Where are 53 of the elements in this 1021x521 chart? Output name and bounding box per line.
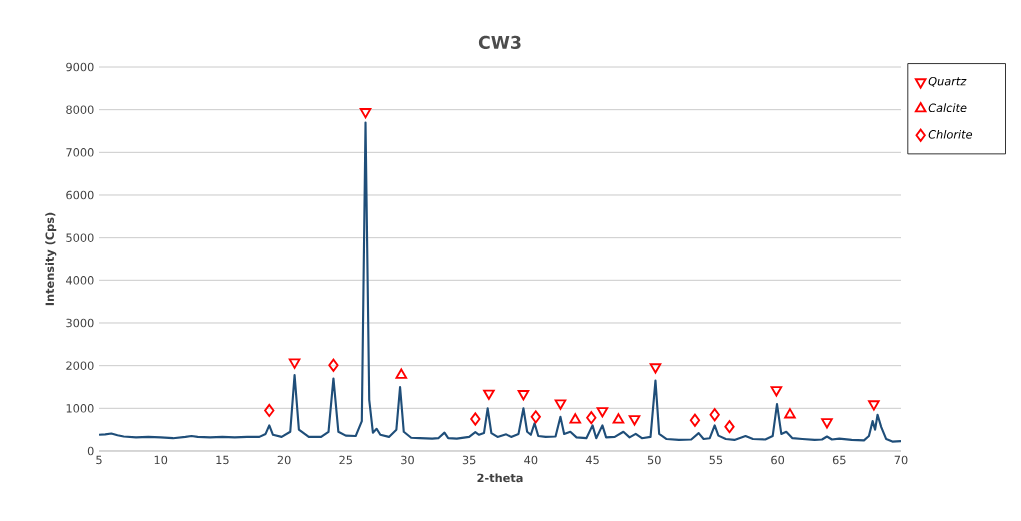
y-tick-label: 3000 bbox=[66, 318, 94, 328]
y-tick-label: 1000 bbox=[66, 404, 94, 413]
point bbox=[821, 418, 833, 429]
point bbox=[868, 400, 880, 411]
point bbox=[328, 358, 339, 372]
point bbox=[628, 415, 641, 426]
legend-label: Chlorite bbox=[928, 129, 973, 139]
point bbox=[784, 408, 796, 419]
x-tick-label: 40 bbox=[524, 455, 538, 465]
point bbox=[288, 358, 301, 369]
point bbox=[649, 363, 662, 374]
y-tick-label: 6000 bbox=[66, 190, 94, 200]
y-tick-label: 2000 bbox=[66, 361, 94, 370]
x-tick-label: 45 bbox=[585, 455, 599, 465]
x-tick-label: 25 bbox=[339, 455, 352, 465]
legend-label: Quartz bbox=[928, 76, 967, 87]
y-tick-label: 9000 bbox=[66, 62, 94, 72]
x-tick-label: 55 bbox=[709, 455, 723, 465]
x-tick-label: 10 bbox=[154, 455, 168, 465]
x-tick-label: 15 bbox=[216, 455, 229, 465]
point bbox=[530, 410, 541, 424]
point bbox=[264, 403, 275, 417]
x-tick-label: 5 bbox=[96, 455, 102, 465]
x-tick-label: 60 bbox=[771, 455, 785, 465]
point bbox=[554, 399, 567, 410]
y-tick-label: 0 bbox=[87, 446, 94, 456]
point bbox=[612, 413, 625, 424]
x-tick-label: 70 bbox=[894, 455, 908, 465]
x-tick-label: 50 bbox=[647, 455, 661, 465]
point bbox=[596, 407, 609, 418]
chart-title: CW3 bbox=[478, 35, 521, 49]
x-tick-label: 65 bbox=[832, 455, 846, 465]
point bbox=[689, 413, 701, 427]
y-tick-label: 8000 bbox=[66, 105, 94, 114]
point bbox=[586, 411, 597, 425]
x-tick-label: 30 bbox=[401, 455, 414, 465]
legend-label: Calcite bbox=[928, 103, 967, 113]
point bbox=[724, 420, 735, 434]
x-axis-title: 2-theta bbox=[477, 473, 523, 483]
y-tick-label: 7000 bbox=[66, 148, 94, 157]
point bbox=[470, 412, 481, 426]
point bbox=[517, 390, 530, 401]
point bbox=[569, 413, 582, 424]
line-series bbox=[99, 121, 901, 443]
y-axis-title: Intensity (Cps) bbox=[45, 212, 57, 306]
point bbox=[770, 386, 783, 397]
point bbox=[483, 389, 495, 400]
x-tick-label: 20 bbox=[277, 455, 291, 465]
point bbox=[359, 108, 372, 119]
x-tick-label: 35 bbox=[462, 455, 476, 465]
point bbox=[709, 408, 720, 422]
y-tick-label: 4000 bbox=[66, 276, 94, 285]
y-tick-label: 5000 bbox=[66, 233, 94, 242]
